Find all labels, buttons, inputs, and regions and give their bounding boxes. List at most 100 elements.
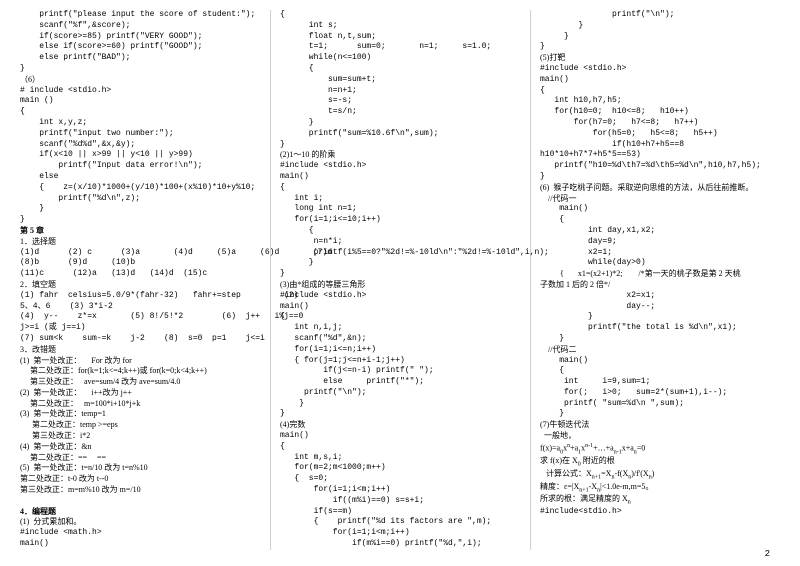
code-line: main(): [540, 75, 780, 86]
code-line: int day,x1,x2;: [540, 226, 780, 237]
code-line: }: [280, 269, 520, 280]
code-line: else if(score>=60) printf("GOOD");: [20, 42, 260, 53]
code-line: t=s/n;: [280, 107, 520, 118]
code-line: s=-s;: [280, 96, 520, 107]
code-line: { z=(x/10)*1000+(y/10)*100+(x%10)*10+y%1…: [20, 183, 260, 194]
code-line: else: [20, 172, 260, 183]
code-line: #include <math.h>: [20, 528, 260, 539]
section-title: 2．填空题: [20, 280, 260, 291]
code-line: for(i=1;i<m;i++): [280, 485, 520, 496]
mod-line: (1) 第一处改正： For 改为 for: [20, 356, 260, 367]
fill-line: (4) y-- z*=x (5) 8!/5!*2 (6) j++ i%j==0: [20, 312, 260, 323]
mod-line: 第二处改正：== ==: [20, 453, 260, 464]
answer-line: (8)b (9)d (10)b: [20, 258, 260, 269]
code-line: if(x<10 || x>99 || y<10 || y>99): [20, 150, 260, 161]
page-number: 2: [765, 548, 770, 560]
mod-line: 第二处改正： m=100*i+10*j+k: [20, 399, 260, 410]
mod-line: 第二处改正：t-0 改为 t--0: [20, 474, 260, 485]
code-line: {: [280, 64, 520, 75]
code-line: main(): [20, 539, 260, 550]
code-line: printf("input two number:");: [20, 129, 260, 140]
code-line: { for(j=1;j<=n+i-1;j++): [280, 356, 520, 367]
chapter-header: 第 5 章: [20, 226, 260, 237]
text-line: 一般地，: [540, 431, 780, 442]
code-line: scanf("%f",&score);: [20, 21, 260, 32]
mod-line: (2) 第一处改正： i++改为 j++: [20, 388, 260, 399]
code-line: printf(i%5==0?"%2d!=%-10ld\n":"%2d!=%-10…: [280, 248, 520, 259]
code-line: }: [540, 172, 780, 183]
code-line: {: [20, 107, 260, 118]
code-line: main(): [280, 302, 520, 313]
problem-title: (6) 猴子吃桃子问题。采取逆向思维的方法，从后往前推断。: [540, 183, 780, 194]
code-line: n=n*i;: [280, 237, 520, 248]
code-line: #include<stdio.h>: [540, 507, 780, 518]
code-line: for(i=1;i<=10;i++): [280, 215, 520, 226]
code-line: (5)打靶: [540, 53, 780, 64]
code-line: { x1=(x2+1)*2; /*第一天的桃子数是第 2 天桃: [540, 269, 780, 280]
code-line: long int n=1;: [280, 204, 520, 215]
prog-line: (1) 分式累加和。: [20, 517, 260, 528]
mod-line: 第三处改正：m=m%10 改为 m=/10: [20, 485, 260, 496]
code-line: float n,t,sum;: [280, 32, 520, 43]
formula-line: 计算公式：Xn+1=Xn-f(Xn)/f'(Xn): [540, 469, 780, 482]
code-line: printf("%d\n",z);: [20, 194, 260, 205]
code-line: scanf("%d%d",&x,&y);: [20, 140, 260, 151]
code-line: int i=9,sum=1;: [540, 377, 780, 388]
problem-title: (7)牛顿迭代法: [540, 420, 780, 431]
mod-line: (5) 第一处改正：t=n/10 改为 t=n%10: [20, 463, 260, 474]
formula-line: 求 f(x)在 X0 附近的根: [540, 456, 780, 469]
code-line: if(h10+h7+h5==8 &&: [540, 140, 780, 151]
spacer: [20, 496, 260, 507]
code-line: printf( "sum=%d\n ",sum);: [540, 399, 780, 410]
fill-line: j>=i (或 j==i): [20, 323, 260, 334]
code-line: printf("sum=%10.6f\n",sum);: [280, 129, 520, 140]
code-line: int n,i,j;: [280, 323, 520, 334]
formula-line: 所求的根：满足精度的 Xn: [540, 494, 780, 507]
fill-line: (1) fahr celsius=5.0/9*(fahr-32) fahr+=s…: [20, 291, 260, 302]
code-line: (2)1～10 的阶乘: [280, 150, 520, 161]
code-line: main(): [280, 431, 520, 442]
code-line: }: [280, 399, 520, 410]
code-line: main(): [540, 356, 780, 367]
code-line: printf("h10=%d\th7=%d\th5=%d\n",h10,h7,h…: [540, 161, 780, 172]
code-line: { s=0;: [280, 474, 520, 485]
code-line: main(): [280, 172, 520, 183]
code-line: int s;: [280, 21, 520, 32]
answer-line: (1)d (2) c (3)a (4)d (5)a (6)d (7)d: [20, 248, 260, 259]
code-line: day--;: [540, 302, 780, 313]
section-title: 4．编程题: [20, 507, 260, 518]
mod-line: (4) 第一处改正：&n: [20, 442, 260, 453]
code-line: (3)由*组成的等腰三角形: [280, 280, 520, 291]
section-title: 3．改错题: [20, 345, 260, 356]
code-line: sum=sum+t;: [280, 75, 520, 86]
mod-line: 第二处改正：for(k=1;k<=4;k++)或 for(k=0;k<4;k++…: [20, 366, 260, 377]
code-line: if(s==m): [280, 507, 520, 518]
code-line: for(i=1;i<=n;i++): [280, 345, 520, 356]
col1-code: printf("please input the score of studen…: [20, 10, 260, 226]
code-line: }: [280, 140, 520, 151]
code-line: {: [540, 86, 780, 97]
code-line: int m,s,i;: [280, 453, 520, 464]
code-line: 子数加 1 后的 2 倍*/: [540, 280, 780, 291]
code-line: printf("\n");: [540, 10, 780, 21]
code-line: {: [280, 442, 520, 453]
code-line: }: [280, 258, 520, 269]
code-line: {: [540, 366, 780, 377]
code-line: for(h5=0; h5<=8; h5++): [540, 129, 780, 140]
code-line: int h10,h7,h5;: [540, 96, 780, 107]
code-line: }: [540, 334, 780, 345]
code-line: n=n+1;: [280, 86, 520, 97]
code-line: x2=1;: [540, 248, 780, 259]
mod-line: 第三处改正： ave=sum/4 改为 ave=sum/4.0: [20, 377, 260, 388]
code-line: h10*10+h7*7+h5*5==53): [540, 150, 780, 161]
code-line: for(i=1;i<m;i++): [280, 528, 520, 539]
code-line: { printf("%d its factors are ",m);: [280, 517, 520, 528]
code-line: for(h7=0; h7<=8; h7++): [540, 118, 780, 129]
code-line: printf("\n");: [280, 388, 520, 399]
code-line: t=1; sum=0; n=1; s=1.0;: [280, 42, 520, 53]
code-line: while(day>0): [540, 258, 780, 269]
code-line: if(j<=n-i) printf(" ");: [280, 366, 520, 377]
code-line: # include <stdio.h>: [20, 86, 260, 97]
code-line: for(; i>0; sum=2*(sum+1),i--);: [540, 388, 780, 399]
code-line: }: [280, 118, 520, 129]
